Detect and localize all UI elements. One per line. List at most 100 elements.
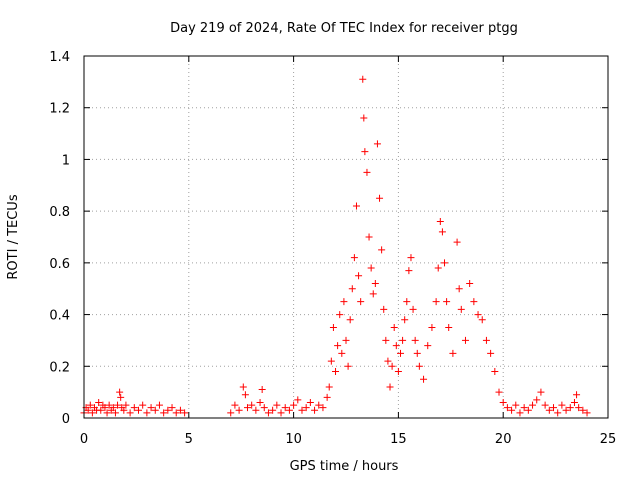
data-point — [495, 388, 503, 396]
data-point — [457, 305, 465, 313]
data-point — [407, 254, 415, 262]
data-point — [369, 290, 377, 298]
data-point — [453, 238, 461, 246]
data-point — [114, 401, 122, 409]
y-tick-label: 1.2 — [49, 102, 70, 117]
x-axis-label: GPS time / hours — [290, 459, 399, 474]
data-point — [516, 409, 524, 417]
axis-ticks — [83, 55, 609, 419]
data-point — [101, 404, 109, 412]
data-point — [281, 404, 289, 412]
data-point — [376, 194, 384, 202]
data-point — [424, 342, 432, 350]
data-point — [545, 406, 553, 414]
data-point — [575, 404, 583, 412]
y-tick-label: 1.4 — [49, 50, 70, 65]
data-point — [105, 401, 113, 409]
data-point — [116, 388, 124, 396]
data-point — [554, 409, 562, 417]
data-point — [258, 386, 266, 394]
data-point — [241, 391, 249, 399]
data-point — [390, 324, 398, 331]
data-point — [323, 393, 331, 401]
y-axis-label: ROTI / TECUs — [6, 194, 21, 279]
data-point — [298, 406, 306, 414]
data-point — [550, 404, 558, 412]
data-point — [340, 298, 348, 306]
data-point — [285, 406, 293, 414]
data-point — [394, 367, 402, 375]
data-point — [520, 404, 528, 412]
data-point — [579, 406, 587, 414]
data-point — [269, 406, 277, 414]
data-point — [95, 398, 103, 406]
data-point — [348, 285, 356, 293]
data-point — [478, 316, 486, 324]
y-tick-labels: 0 0.2 0.4 0.6 0.8 1 1.2 1.4 — [49, 50, 70, 427]
data-point — [176, 406, 184, 414]
data-point — [319, 404, 327, 412]
data-point — [413, 349, 421, 357]
data-point — [558, 401, 566, 409]
data-point — [392, 342, 400, 350]
data-point — [277, 409, 285, 417]
data-point — [365, 233, 373, 241]
data-point — [264, 409, 272, 417]
data-point — [562, 406, 570, 414]
data-point — [386, 383, 394, 391]
data-point — [432, 298, 440, 306]
data-point — [338, 349, 346, 357]
data-point — [411, 336, 419, 344]
data-points — [80, 75, 591, 417]
data-point — [399, 336, 407, 344]
data-point — [243, 404, 251, 412]
data-point — [143, 409, 151, 417]
data-point — [334, 342, 342, 350]
data-point — [445, 324, 453, 331]
data-point — [147, 404, 155, 412]
data-point — [441, 259, 449, 267]
data-point — [160, 409, 168, 417]
data-point — [327, 357, 335, 365]
data-point — [117, 393, 125, 401]
data-point — [306, 398, 314, 406]
data-point — [566, 404, 574, 412]
data-point — [487, 349, 495, 357]
x-tick-label: 20 — [495, 432, 512, 447]
data-point — [357, 298, 365, 306]
data-point — [350, 254, 358, 262]
data-point — [361, 148, 369, 156]
data-point — [302, 404, 310, 412]
data-point — [130, 404, 138, 412]
data-point — [231, 401, 239, 409]
data-point — [139, 401, 147, 409]
data-point — [352, 202, 360, 210]
data-point — [248, 401, 256, 409]
data-point — [260, 404, 268, 412]
data-point — [455, 285, 463, 293]
data-point — [373, 140, 381, 148]
data-point — [415, 362, 423, 370]
data-point — [529, 401, 537, 409]
data-point — [342, 336, 350, 344]
data-point — [235, 406, 243, 414]
data-point — [294, 396, 302, 404]
data-point — [122, 401, 130, 409]
data-point — [401, 316, 409, 324]
y-tick-label: 1 — [62, 153, 70, 168]
data-point — [541, 401, 549, 409]
data-point — [151, 406, 159, 414]
y-tick-label: 0 — [62, 412, 70, 427]
data-point — [103, 409, 111, 417]
y-tick-label: 0.4 — [49, 309, 70, 324]
data-point — [470, 298, 478, 306]
plot-frame — [83, 55, 609, 419]
data-point — [325, 383, 333, 391]
data-point — [436, 217, 444, 225]
data-point — [168, 404, 176, 412]
data-point — [403, 298, 411, 306]
data-point — [126, 409, 134, 417]
data-point — [329, 324, 337, 331]
data-point — [537, 388, 545, 396]
data-point — [155, 401, 163, 409]
